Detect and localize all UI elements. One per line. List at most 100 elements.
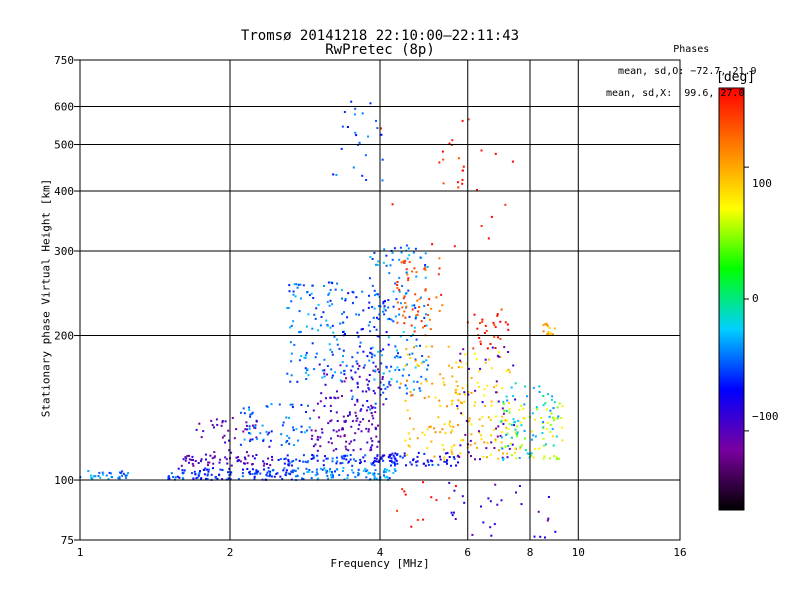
data-point xyxy=(483,388,486,391)
colorbar-tick-label: −100 xyxy=(752,410,779,423)
data-point xyxy=(268,431,271,434)
data-point xyxy=(327,281,330,284)
data-point xyxy=(551,395,554,398)
data-point xyxy=(370,404,373,407)
data-point xyxy=(287,458,290,461)
data-point xyxy=(230,464,233,467)
data-point xyxy=(382,310,385,313)
data-point xyxy=(369,102,372,105)
data-point xyxy=(388,477,391,480)
data-point xyxy=(427,364,430,367)
data-point xyxy=(482,521,485,524)
data-point xyxy=(555,457,558,460)
data-point xyxy=(197,474,200,477)
data-point xyxy=(482,455,485,458)
data-point xyxy=(372,389,375,392)
data-point xyxy=(298,459,301,462)
data-point xyxy=(391,251,394,254)
data-point xyxy=(503,409,506,412)
data-point xyxy=(292,426,294,429)
data-point xyxy=(290,470,293,473)
data-point xyxy=(383,307,386,310)
data-point xyxy=(370,352,373,355)
data-point xyxy=(359,458,362,461)
data-point xyxy=(368,380,371,383)
data-point xyxy=(460,412,463,415)
data-point xyxy=(373,307,376,310)
data-point xyxy=(91,477,94,480)
data-point xyxy=(382,384,385,386)
data-point xyxy=(485,447,488,450)
data-point xyxy=(507,328,510,331)
data-point xyxy=(300,431,303,434)
data-point xyxy=(314,443,317,446)
data-point xyxy=(375,457,378,460)
data-point xyxy=(515,457,518,460)
data-point xyxy=(548,415,551,418)
data-point xyxy=(344,419,347,422)
data-point xyxy=(243,456,246,459)
data-point xyxy=(538,385,541,388)
data-point xyxy=(406,363,408,366)
data-point xyxy=(448,481,451,484)
data-point xyxy=(378,459,381,462)
data-point xyxy=(481,416,484,418)
data-point xyxy=(495,384,498,387)
data-point xyxy=(197,473,200,476)
data-point xyxy=(356,331,359,334)
data-point xyxy=(399,302,402,305)
data-point xyxy=(487,237,490,240)
data-point xyxy=(392,320,395,323)
data-point xyxy=(405,348,408,351)
colorbar-label: [deg] xyxy=(716,70,756,85)
data-point xyxy=(249,413,252,416)
data-point xyxy=(127,472,130,475)
phase-summary: Phases mean, sd,O: −72.7, 21.9 mean, sd,… xyxy=(606,22,757,99)
x-tick-label: 6 xyxy=(464,546,471,559)
data-point xyxy=(547,332,549,335)
data-point xyxy=(336,282,339,285)
data-point xyxy=(229,478,232,481)
data-point xyxy=(383,470,386,472)
data-point xyxy=(414,366,417,369)
data-point xyxy=(254,425,257,428)
data-point xyxy=(292,469,295,472)
data-point xyxy=(507,368,510,371)
data-point xyxy=(376,455,379,458)
data-point xyxy=(448,364,451,367)
data-point xyxy=(445,461,448,463)
data-point xyxy=(493,323,496,326)
data-point xyxy=(360,328,363,331)
data-point xyxy=(266,474,269,477)
data-point xyxy=(299,283,302,286)
data-point xyxy=(398,276,401,279)
data-point xyxy=(351,464,354,467)
data-point xyxy=(354,460,357,462)
data-point xyxy=(304,367,307,370)
data-point xyxy=(404,302,407,304)
data-point xyxy=(463,391,466,394)
data-point xyxy=(207,468,210,471)
data-point xyxy=(513,424,516,427)
data-point xyxy=(372,473,375,476)
data-point xyxy=(290,460,293,463)
data-point xyxy=(117,477,120,480)
data-point xyxy=(520,404,523,407)
data-point xyxy=(218,461,221,464)
data-point xyxy=(361,290,364,293)
data-point xyxy=(364,154,367,157)
data-point xyxy=(473,404,476,407)
data-point xyxy=(426,447,429,450)
y-tick-label: 100 xyxy=(54,474,74,487)
data-point xyxy=(516,433,519,436)
data-point xyxy=(499,320,502,323)
data-point xyxy=(418,306,421,309)
data-point xyxy=(253,457,256,460)
data-point xyxy=(474,458,476,461)
data-point xyxy=(390,378,393,381)
phase-o-stats: mean, sd,O: −72.7, 21.9 xyxy=(618,66,757,77)
data-point xyxy=(453,511,455,514)
data-point xyxy=(383,313,386,316)
data-point xyxy=(489,418,492,421)
data-point xyxy=(457,454,460,457)
